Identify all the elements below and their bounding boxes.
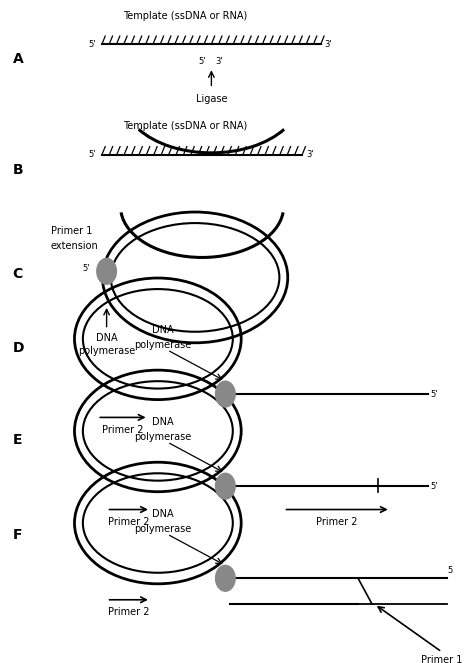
Text: polymerase: polymerase [134,524,191,534]
Text: Template (ssDNA or RNA): Template (ssDNA or RNA) [123,121,247,131]
Text: DNA: DNA [96,333,118,343]
Text: Primer 2: Primer 2 [108,607,149,617]
Text: 5': 5' [89,40,96,48]
Circle shape [216,566,235,591]
Text: Primer 2: Primer 2 [108,517,149,527]
Text: 5': 5' [89,150,96,159]
Text: extension: extension [51,241,99,251]
Text: 3': 3' [306,150,313,159]
Circle shape [97,259,117,284]
Text: DNA: DNA [152,417,173,428]
Text: A: A [12,52,23,66]
Text: Primer 2: Primer 2 [316,517,358,527]
Text: 5': 5' [83,264,91,272]
Text: 5': 5' [430,482,438,491]
Text: DNA: DNA [152,509,173,519]
Text: E: E [12,433,22,447]
Text: Template (ssDNA or RNA): Template (ssDNA or RNA) [123,11,247,21]
Text: B: B [12,163,23,177]
Text: DNA: DNA [152,326,173,335]
Text: 3': 3' [215,57,223,66]
Text: 5': 5' [198,57,206,66]
Text: Primer 2: Primer 2 [102,425,144,435]
Text: Primer 1: Primer 1 [421,655,463,663]
Text: F: F [12,528,22,542]
Text: 5: 5 [447,566,453,575]
Text: D: D [12,341,24,355]
Text: polymerase: polymerase [134,340,191,350]
Text: C: C [12,267,23,281]
Text: polymerase: polymerase [134,432,191,442]
Circle shape [216,381,235,407]
Text: polymerase: polymerase [78,346,135,356]
Text: Primer 1: Primer 1 [51,226,92,236]
Text: Ligase: Ligase [196,94,227,105]
Circle shape [216,473,235,499]
Text: 3': 3' [325,40,332,48]
Text: 5': 5' [430,390,438,398]
